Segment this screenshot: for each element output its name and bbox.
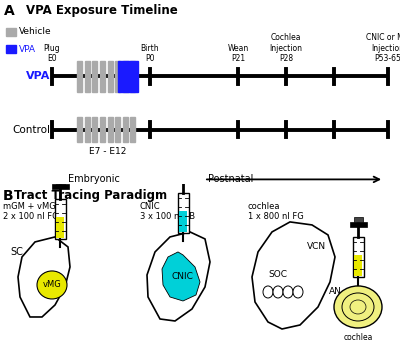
- Bar: [92, 117, 97, 142]
- Bar: [354, 255, 362, 276]
- Polygon shape: [18, 237, 70, 317]
- Bar: [115, 61, 120, 92]
- Ellipse shape: [263, 286, 273, 298]
- Text: CNIC
3 x 100 nl FB: CNIC 3 x 100 nl FB: [140, 202, 195, 221]
- Text: B: B: [3, 189, 14, 203]
- Bar: [179, 211, 187, 232]
- Ellipse shape: [350, 300, 366, 314]
- Bar: [178, 173, 188, 178]
- Polygon shape: [147, 232, 210, 321]
- Bar: [77, 117, 82, 142]
- Bar: [174, 178, 192, 183]
- Ellipse shape: [283, 286, 293, 298]
- Text: vMG: vMG: [43, 280, 61, 289]
- Text: Postnatal: Postnatal: [208, 175, 253, 184]
- Bar: [130, 117, 135, 142]
- Text: VPA: VPA: [26, 71, 50, 81]
- Text: SOC: SOC: [268, 270, 288, 279]
- Text: AN: AN: [328, 287, 342, 296]
- Text: cochlea
1 x 800 nl FG: cochlea 1 x 800 nl FG: [248, 202, 304, 221]
- Bar: [352, 237, 364, 277]
- Text: Wean
P21: Wean P21: [227, 44, 249, 63]
- Ellipse shape: [334, 286, 382, 328]
- Bar: [130, 61, 135, 92]
- Text: Plug
E0: Plug E0: [44, 44, 60, 63]
- Text: Embryonic: Embryonic: [68, 175, 120, 184]
- Bar: [123, 61, 128, 92]
- Text: A: A: [4, 4, 15, 18]
- Ellipse shape: [37, 271, 67, 299]
- Text: E7 - E12: E7 - E12: [89, 147, 126, 156]
- Bar: [85, 117, 90, 142]
- Bar: [123, 117, 128, 142]
- Text: VCN: VCN: [306, 243, 326, 252]
- Text: cochlea: cochlea: [343, 333, 373, 342]
- Bar: [118, 61, 128, 92]
- Bar: [108, 61, 112, 92]
- Bar: [77, 61, 82, 92]
- Text: Tract Tracing Paradigm: Tract Tracing Paradigm: [14, 189, 167, 202]
- Text: CNIC or MG
Injection
P53-65: CNIC or MG Injection P53-65: [366, 33, 400, 63]
- Bar: [178, 193, 188, 233]
- Bar: [52, 184, 68, 189]
- Ellipse shape: [293, 286, 303, 298]
- Bar: [6, 45, 16, 53]
- Bar: [115, 117, 120, 142]
- Bar: [354, 217, 362, 222]
- Text: VPA: VPA: [19, 44, 36, 53]
- Bar: [100, 117, 105, 142]
- Text: Birth
P0: Birth P0: [141, 44, 159, 63]
- Bar: [85, 61, 90, 92]
- Text: CNIC: CNIC: [171, 272, 193, 281]
- Text: mGM + vMG
2 x 100 nl FG: mGM + vMG 2 x 100 nl FG: [3, 202, 59, 221]
- Text: SC: SC: [10, 247, 23, 257]
- Polygon shape: [162, 252, 200, 301]
- Text: VPA Exposure Timeline: VPA Exposure Timeline: [26, 4, 178, 17]
- Bar: [100, 61, 105, 92]
- Text: Control: Control: [12, 125, 50, 135]
- Bar: [108, 117, 112, 142]
- Text: Cochlea
Injection
P28: Cochlea Injection P28: [270, 33, 302, 63]
- Bar: [92, 61, 97, 92]
- Ellipse shape: [342, 293, 374, 321]
- Polygon shape: [252, 222, 335, 329]
- Text: Vehicle: Vehicle: [19, 27, 52, 36]
- Ellipse shape: [273, 286, 283, 298]
- Bar: [56, 179, 64, 184]
- Bar: [128, 61, 138, 92]
- Bar: [6, 28, 16, 36]
- Bar: [54, 199, 66, 239]
- Bar: [56, 217, 64, 238]
- Bar: [350, 222, 366, 227]
